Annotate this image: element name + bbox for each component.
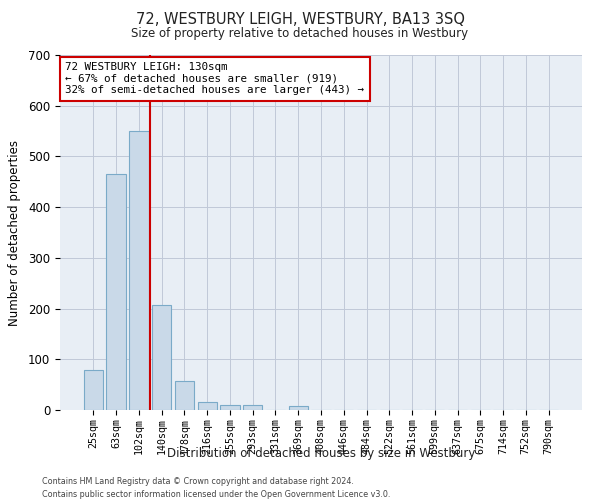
- Bar: [106, 174, 126, 410]
- Bar: [243, 405, 262, 410]
- Bar: [84, 370, 103, 410]
- Y-axis label: Number of detached properties: Number of detached properties: [8, 140, 21, 326]
- Bar: [289, 406, 308, 410]
- Text: Contains public sector information licensed under the Open Government Licence v3: Contains public sector information licen…: [42, 490, 391, 499]
- Bar: [129, 131, 149, 410]
- Bar: [197, 402, 217, 410]
- Bar: [220, 405, 239, 410]
- Bar: [152, 305, 172, 410]
- Text: Size of property relative to detached houses in Westbury: Size of property relative to detached ho…: [131, 28, 469, 40]
- Text: Contains HM Land Registry data © Crown copyright and database right 2024.: Contains HM Land Registry data © Crown c…: [42, 478, 354, 486]
- Text: Distribution of detached houses by size in Westbury: Distribution of detached houses by size …: [167, 448, 475, 460]
- Text: 72 WESTBURY LEIGH: 130sqm
← 67% of detached houses are smaller (919)
32% of semi: 72 WESTBURY LEIGH: 130sqm ← 67% of detac…: [65, 62, 364, 96]
- Bar: [175, 381, 194, 410]
- Text: 72, WESTBURY LEIGH, WESTBURY, BA13 3SQ: 72, WESTBURY LEIGH, WESTBURY, BA13 3SQ: [136, 12, 464, 28]
